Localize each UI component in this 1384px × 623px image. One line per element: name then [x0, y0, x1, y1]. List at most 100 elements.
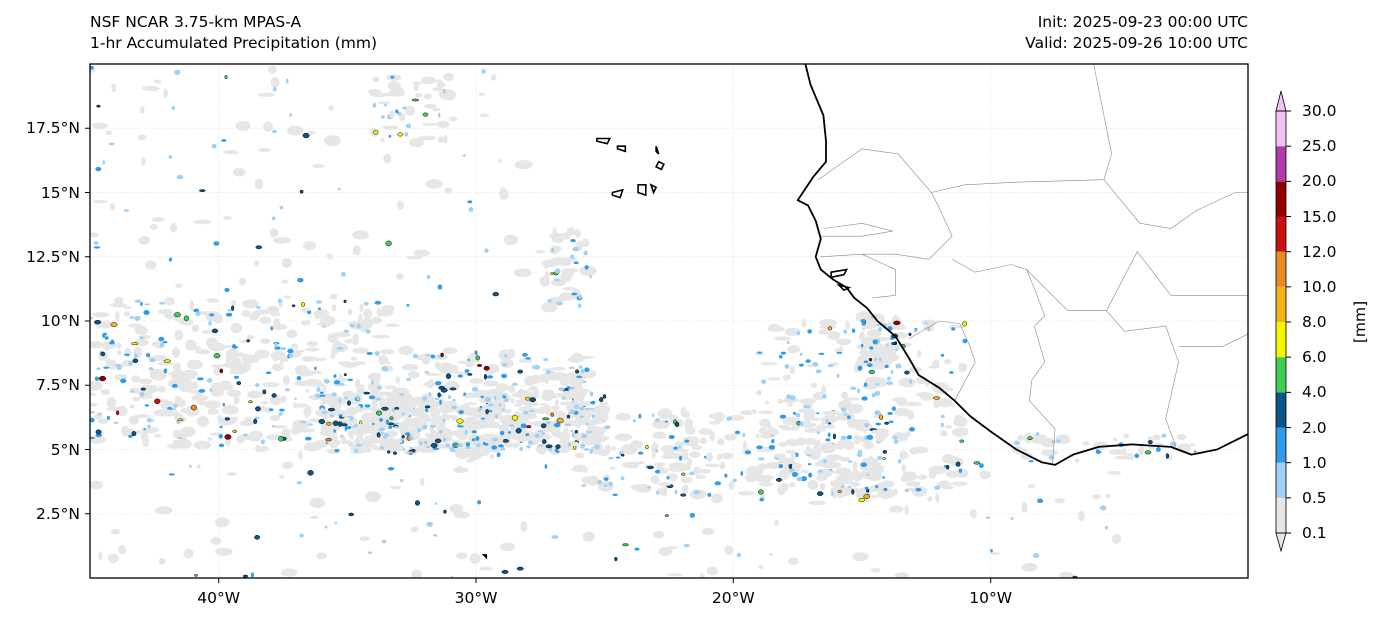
precip-cell	[383, 153, 392, 164]
precip-cell	[516, 566, 524, 571]
precip-cell	[499, 542, 516, 552]
precip-cell	[499, 430, 505, 436]
precip-cell	[471, 430, 477, 434]
precip-cell	[367, 382, 382, 393]
precip-cell	[779, 414, 787, 419]
precip-cell	[581, 433, 588, 439]
precip-cell	[167, 407, 173, 410]
precip-cell	[366, 351, 373, 355]
precip-cell	[380, 115, 385, 119]
precip-cell	[943, 359, 952, 365]
precip-cell	[355, 429, 369, 435]
precip-cell	[905, 481, 921, 487]
precip-cell	[260, 401, 269, 405]
precip-cell	[905, 401, 923, 407]
precip-cell	[586, 430, 593, 434]
precip-cell	[173, 312, 182, 318]
precip-cell	[728, 480, 735, 491]
precip-cell	[656, 491, 660, 495]
precip-cell	[654, 469, 661, 474]
precip-cell	[1104, 525, 1109, 530]
precip-cell	[173, 429, 180, 434]
precip-cell	[248, 400, 253, 404]
precip-cell	[508, 384, 516, 394]
precip-cell	[436, 79, 442, 83]
precip-cell	[90, 411, 96, 414]
precip-cell	[281, 258, 292, 269]
precip-cell	[818, 325, 837, 329]
precip-cell	[881, 346, 888, 351]
precip-cell	[207, 408, 219, 416]
precip-cell	[868, 369, 875, 375]
precip-cell	[432, 87, 444, 92]
precip-cell	[511, 415, 518, 421]
precip-cell	[430, 443, 438, 448]
precip-cell	[877, 326, 883, 332]
precip-cell	[465, 442, 471, 448]
precip-cell	[582, 436, 599, 446]
precip-cell	[294, 397, 297, 400]
precip-cell	[235, 120, 251, 131]
precip-cell	[97, 412, 102, 416]
colorbar-label: 15.0	[1302, 207, 1337, 226]
precip-cell	[191, 324, 200, 332]
precip-cell	[795, 437, 807, 446]
precip-cell	[513, 268, 532, 278]
precip-cell	[837, 411, 855, 422]
precip-cell	[1112, 437, 1118, 442]
precip-cell	[286, 329, 298, 339]
precip-cell	[832, 433, 836, 440]
precip-cell	[822, 410, 840, 416]
precip-cell	[691, 444, 702, 450]
precip-cell	[634, 547, 640, 551]
precip-cell	[169, 222, 178, 233]
precip-cell	[796, 331, 801, 336]
precip-cell	[462, 154, 467, 157]
precip-cell	[615, 413, 632, 421]
precip-cell	[211, 388, 225, 397]
precip-cell	[840, 486, 852, 497]
precip-cell	[338, 382, 345, 386]
precip-cell	[799, 422, 817, 429]
precip-cell	[973, 461, 981, 465]
colorbar-label: 4.0	[1302, 383, 1327, 402]
island	[836, 283, 852, 292]
precip-cell	[487, 403, 494, 407]
precip-cell	[378, 308, 394, 317]
precip-cell	[251, 572, 254, 578]
precip-cell	[376, 432, 381, 438]
precip-cell	[278, 412, 284, 415]
precip-cell	[614, 433, 633, 442]
precip-cell	[578, 294, 582, 300]
precip-cell	[442, 418, 446, 423]
precip-cell	[514, 159, 533, 170]
precip-cell	[368, 395, 376, 400]
precip-cell	[825, 419, 829, 425]
precip-cell	[394, 423, 413, 427]
precip-cell	[566, 371, 577, 379]
precip-cell	[380, 137, 385, 143]
precip-cell	[791, 462, 802, 470]
precip-cell	[539, 402, 547, 406]
precip-cell	[306, 340, 318, 347]
precip-cell	[813, 443, 819, 451]
precip-cell	[270, 326, 274, 331]
precip-cell	[334, 448, 340, 453]
precip-cell	[266, 305, 279, 315]
precip-cell	[347, 400, 351, 406]
precip-cell	[434, 361, 441, 370]
precip-cell	[768, 445, 776, 450]
precip-cell	[116, 365, 122, 371]
precip-cell	[449, 387, 457, 391]
precip-cell	[221, 139, 227, 142]
precip-cell	[283, 295, 292, 299]
precip-cell	[1123, 433, 1130, 439]
precip-cell	[471, 438, 476, 442]
precip-cell	[102, 333, 106, 338]
precip-cell	[771, 438, 775, 444]
precip-cell	[913, 329, 918, 333]
precip-cell	[273, 425, 288, 429]
precip-cell	[559, 292, 576, 301]
precip-cell	[385, 323, 400, 328]
precip-cell	[90, 65, 94, 70]
